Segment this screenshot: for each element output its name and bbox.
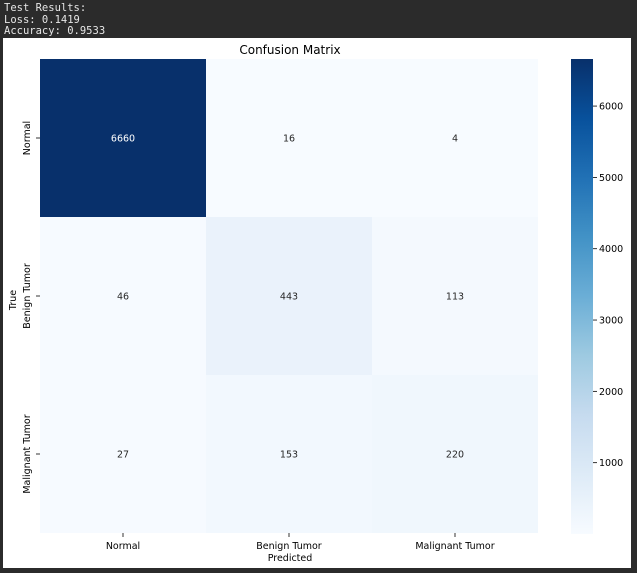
colorbar-ticks: 1000 2000 3000 4000 5000 6000 [593, 102, 623, 469]
heatmap-cell [206, 217, 372, 375]
y-tick-label: Benign Tumor [22, 263, 33, 329]
colorbar-tick-label: 3000 [599, 316, 623, 327]
x-tick-label: Benign Tumor [256, 541, 322, 552]
cell-value-label: 153 [280, 450, 298, 461]
heatmap-cell [40, 375, 206, 533]
plot-area: Confusion Matrix 6660 16 4 46 443 113 27 153 220… [3, 38, 631, 568]
heatmap-cell [372, 59, 538, 217]
colorbar-tick-label: 1000 [599, 458, 623, 469]
heatmap-cell [372, 217, 538, 375]
cell-value-label: 6660 [111, 134, 135, 145]
cell-value-label: 27 [117, 450, 129, 461]
chart-title: Confusion Matrix [239, 43, 340, 57]
confusion-matrix-chart: Confusion Matrix 6660 16 4 46 443 113 27 153 220… [8, 43, 623, 564]
y-axis-label: True [8, 290, 19, 311]
colorbar-tick-label: 2000 [599, 387, 623, 398]
heatmap-cell [40, 217, 206, 375]
cell-value-label: 4 [452, 134, 458, 145]
console-accuracy: Accuracy: 0.9533 [4, 25, 106, 37]
x-axis-ticks: Normal Benign Tumor Malignant Tumor [106, 533, 495, 552]
console-output: Test Results: Loss: 0.1419 Accuracy: 0.9… [0, 0, 637, 38]
cell-value-label: 443 [280, 292, 298, 303]
cell-value-label: 220 [446, 450, 464, 461]
heatmap-cells: 6660 16 4 46 443 113 27 153 220 [40, 59, 538, 533]
y-axis-ticks: Normal Benign Tumor Malignant Tumor [22, 121, 40, 494]
colorbar-tick-label: 4000 [599, 244, 623, 255]
console-loss: Loss: 0.1419 [4, 13, 80, 26]
cell-value-label: 46 [117, 292, 129, 303]
x-axis-label: Predicted [268, 553, 313, 564]
colorbar-tick-label: 5000 [599, 173, 623, 184]
cell-value-label: 113 [446, 292, 464, 303]
console-heading: Test Results: [4, 2, 87, 14]
x-tick-label: Normal [106, 541, 140, 552]
cell-value-label: 16 [283, 134, 295, 145]
y-tick-label: Malignant Tumor [22, 414, 33, 493]
heatmap-cell [206, 375, 372, 533]
y-tick-label: Normal [22, 121, 33, 155]
heatmap-cell [372, 375, 538, 533]
heatmap-cell [40, 59, 206, 217]
heatmap-cell [206, 59, 372, 217]
x-tick-label: Malignant Tumor [415, 541, 494, 552]
colorbar [571, 59, 593, 534]
colorbar-tick-label: 6000 [599, 102, 623, 113]
